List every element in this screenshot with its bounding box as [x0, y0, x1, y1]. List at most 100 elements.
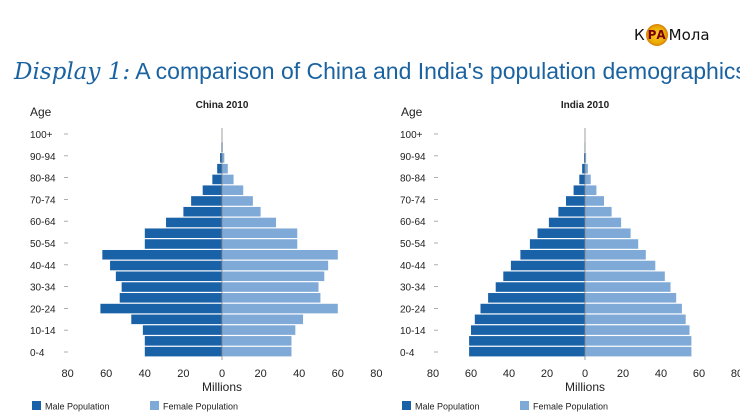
china-male-bar-60-64: [166, 217, 222, 228]
china-age-tick-label: 10-14: [30, 326, 56, 337]
china-age-tick-label: 20-24: [30, 304, 56, 315]
india-age-tick-label: 100+: [400, 130, 423, 141]
china-female-bar-55-59: [222, 228, 298, 239]
india-female-bar-80-84: [585, 174, 591, 185]
india-female-bar-35-39: [585, 271, 665, 282]
india-legend-female-swatch: [520, 401, 529, 410]
india-age-tick-label: 40-44: [400, 261, 426, 272]
india-male-bar-75-79: [573, 185, 585, 195]
india-female-bar-0-4: [585, 346, 692, 357]
china-male-bar-55-59: [144, 228, 222, 239]
china-male-bar-15-19: [131, 314, 222, 325]
india-age-tick-label: 70-74: [400, 195, 426, 206]
india-age-tick-label: 90-94: [400, 152, 426, 163]
india-female-bar-30-34: [585, 282, 671, 292]
china-age-tick-label: 50-54: [30, 239, 56, 250]
china-female-bar-70-74: [222, 196, 253, 206]
china-age-tick-label: 90-94: [30, 152, 56, 163]
india-chart-title: India 2010: [561, 100, 610, 111]
india-pyramid-chart: India 2010 Age 100+ 90-94 80-84 70-74 60-64 50-…: [400, 100, 740, 412]
india-male-bar-70-74: [566, 196, 585, 206]
india-age-tick-label: 10-14: [400, 326, 426, 337]
china-female-bar-65-69: [222, 206, 261, 217]
china-male-bar-65-69: [183, 206, 222, 217]
india-female-bar-50-54: [585, 239, 639, 249]
china-legend-male-swatch: [32, 401, 41, 410]
india-x-tick-label: 40: [503, 368, 515, 380]
india-age-tick-label: 60-64: [400, 217, 426, 228]
india-male-bar-30-34: [495, 282, 585, 292]
china-male-bar-50-54: [144, 239, 222, 249]
china-female-bar-15-19: [222, 314, 304, 325]
china-legend-male-label: Male Population: [45, 402, 110, 412]
china-female-bar-80-84: [222, 174, 234, 185]
china-female-bar-0-4: [222, 346, 292, 357]
logo-mark-icon: РА: [645, 24, 668, 46]
india-female-bar-10-14: [585, 325, 690, 335]
india-age-tick-label: 80-84: [400, 174, 426, 185]
india-male-bar-40-44: [510, 260, 585, 271]
india-female-bar-70-74: [585, 196, 604, 206]
india-age-tick-label: 20-24: [400, 304, 426, 315]
india-age-tick-label: 50-54: [400, 239, 426, 250]
brand-logo: К РА Мола: [634, 24, 710, 46]
china-legend-female-swatch: [150, 401, 159, 410]
china-male-bar-80-84: [212, 174, 222, 185]
india-legend-male-swatch: [402, 401, 411, 410]
india-female-bar-60-64: [585, 217, 622, 228]
china-female-bar-35-39: [222, 271, 325, 282]
china-x-tick-label: 60: [100, 368, 112, 380]
india-age-tick-label: 30-34: [400, 283, 426, 294]
india-female-bar-65-69: [585, 206, 612, 217]
display-title: Display 1: A comparison of China and Ind…: [14, 58, 740, 85]
india-female-bar-20-24: [585, 303, 682, 314]
india-female-bar-90-94: [585, 153, 587, 163]
china-age-tick-label: 40-44: [30, 261, 56, 272]
india-male-bar-45-49: [520, 249, 585, 260]
china-male-bar-85-89: [217, 163, 222, 174]
china-female-bar-90-94: [222, 153, 225, 163]
china-female-bar-60-64: [222, 217, 277, 228]
china-male-bar-25-29: [119, 293, 222, 303]
india-female-bar-85-89: [585, 163, 588, 174]
china-male-bar-20-24: [100, 303, 222, 314]
india-x-tick-label: 80: [731, 368, 740, 380]
india-legend-female-label: Female Population: [533, 402, 608, 412]
india-male-bar-65-69: [558, 206, 585, 217]
india-male-bar-20-24: [480, 303, 585, 314]
china-x-axis-label: Millions: [202, 380, 242, 394]
china-age-tick-label: 80-84: [30, 174, 56, 185]
china-male-bar-30-34: [121, 282, 222, 292]
china-male-bar-75-79: [202, 185, 222, 195]
china-pyramid-chart: China 2010 Age 100+ 90-94 80-84 70-74 60-64 50-…: [30, 100, 383, 412]
china-male-bar-40-44: [110, 260, 222, 271]
display-title-main: A comparison of China and India's popula…: [135, 58, 740, 84]
china-female-bar-85-89: [222, 163, 228, 174]
india-male-bar-0-4: [469, 346, 585, 357]
india-x-tick-label: 0: [582, 368, 588, 380]
china-x-tick-label: 20: [177, 368, 189, 380]
india-female-bar-45-49: [585, 249, 646, 260]
china-x-tick-label: 40: [293, 368, 305, 380]
india-x-tick-label: 20: [541, 368, 553, 380]
india-female-bar-55-59: [585, 228, 631, 239]
india-age-tick-label: 0-4: [400, 348, 415, 359]
china-female-bar-75-79: [222, 185, 244, 195]
china-male-bar-10-14: [142, 325, 222, 335]
china-male-bar-5-9: [144, 336, 222, 346]
china-x-tick-label: 80: [61, 368, 73, 380]
india-male-bar-60-64: [548, 217, 585, 228]
china-female-bar-40-44: [222, 260, 329, 271]
china-age-tick-label: 70-74: [30, 195, 56, 206]
logo-text-right: Мола: [668, 26, 710, 44]
india-female-bar-75-79: [585, 185, 597, 195]
india-male-bar-55-59: [537, 228, 585, 239]
logo-text-left: К: [634, 26, 645, 44]
display-title-prefix: Display 1:: [14, 59, 131, 85]
china-age-axis-label: Age: [30, 105, 52, 119]
india-male-bar-85-89: [582, 163, 585, 174]
india-male-bar-10-14: [471, 325, 585, 335]
china-female-bar-50-54: [222, 239, 298, 249]
india-x-axis-label: Millions: [565, 380, 605, 394]
